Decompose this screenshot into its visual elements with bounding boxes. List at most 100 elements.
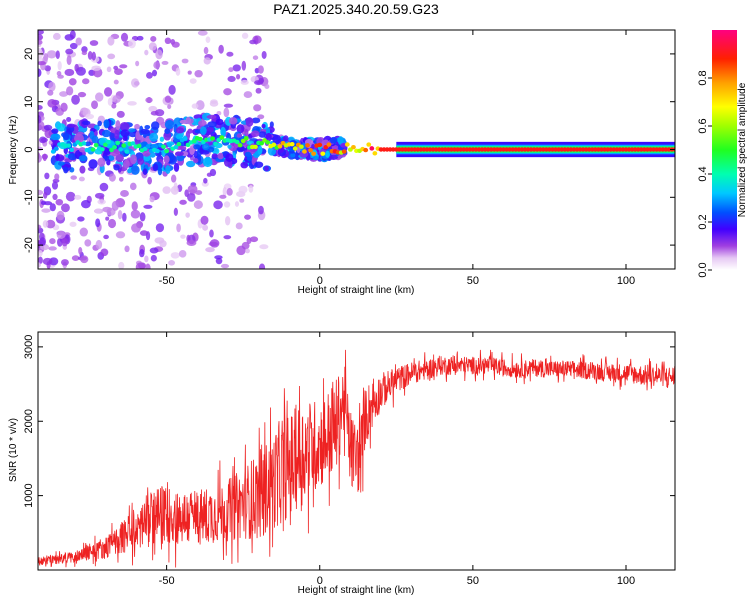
spectrogram-noise-blob [124, 245, 130, 253]
spectrogram-noise-blob [89, 40, 99, 46]
spectrogram-blob [200, 126, 207, 136]
spectrogram-noise-blob [107, 36, 115, 46]
spectrogram-noise-blob [139, 230, 149, 236]
colorbar-tick-label: 0.2 [697, 214, 709, 229]
spectrogram-blob [185, 116, 192, 125]
spectrogram-noise-blob [197, 30, 208, 36]
spectrogram-ridge-point [173, 144, 179, 150]
spectrogram-noise-blob [193, 200, 203, 209]
spectrogram-y-tick-label: 20 [23, 48, 35, 60]
spectrogram-noise-blob [228, 67, 234, 73]
spectrogram-noise-blob [127, 101, 137, 106]
spectrogram-blob [159, 136, 165, 142]
spectrogram-blob [119, 122, 130, 132]
spectrogram-ridge-point [366, 142, 372, 147]
spectrogram-blob [101, 129, 111, 138]
spectrogram-noise-blob [71, 94, 80, 105]
spectrogram-blob [113, 164, 120, 171]
spectrogram-x-tick-label: -50 [159, 275, 175, 287]
spectrogram-noise-blob [108, 218, 117, 229]
spectrogram-noise-blob [179, 199, 187, 205]
spectrogram-noise-blob [108, 173, 116, 182]
spectrogram-noise-blob [261, 50, 267, 59]
spectrogram-noise-blob [100, 248, 109, 257]
spectrogram-noise-blob [61, 237, 68, 247]
spectrogram-noise-blob [119, 64, 128, 69]
spectrogram-ridge-point [124, 149, 130, 154]
spectrogram-noise-blob [215, 257, 223, 265]
spectrogram-noise-blob [202, 224, 209, 231]
spectrogram-blob [312, 155, 319, 161]
spectrogram-noise-blob [118, 176, 124, 182]
spectrogram-noise-blob [43, 124, 53, 131]
spectrogram-noise-blob [130, 209, 141, 219]
spectrogram-noise-blob [49, 238, 56, 245]
snr-y-tick-label: 3000 [23, 335, 35, 359]
snr-x-tick-label: 100 [617, 575, 635, 587]
spectrogram-noise-blob [223, 201, 231, 208]
spectrogram-noise-blob [205, 36, 211, 43]
spectrogram-ridge-point [176, 141, 182, 147]
spectrogram-noise-blob [80, 199, 91, 209]
spectrogram-blob [137, 158, 144, 165]
spectrogram-y-label: Frequency (Hz) [8, 116, 19, 185]
spectrogram-noise-blob [185, 212, 190, 218]
spectrogram-noise-blob [111, 103, 117, 109]
spectrogram-blob [225, 153, 234, 162]
spectrogram-noise-blob [195, 190, 203, 195]
spectrogram-noise-blob [91, 51, 96, 61]
spectrogram-noise-blob [244, 214, 251, 220]
spectrogram-ridge-point [311, 151, 317, 156]
spectrogram-blob [50, 133, 61, 141]
spectrogram-noise-blob [55, 50, 60, 60]
spectrogram-noise-blob [116, 110, 125, 118]
spectrogram-ridge-point [323, 145, 329, 150]
spectrogram-noise-blob [162, 186, 171, 194]
spectrogram-noise-blob [103, 234, 109, 240]
spectrogram-noise-blob [170, 174, 177, 183]
spectrogram-ridge-point [216, 137, 222, 143]
spectrogram-noise-blob [84, 239, 92, 247]
spectrogram-blob [179, 119, 188, 124]
spectrogram-noise-blob [238, 185, 248, 194]
snr-marks [38, 349, 675, 568]
spectrogram-blob [130, 154, 137, 165]
spectrogram-noise-blob [45, 219, 56, 229]
spectrogram-noise-blob [187, 184, 198, 194]
spectrogram-noise-blob [222, 186, 227, 197]
spectrogram-noise-blob [56, 210, 65, 221]
spectrogram-noise-blob [95, 92, 104, 102]
spectrogram-noise-blob [243, 91, 253, 99]
spectrogram-noise-blob [38, 256, 43, 264]
spectrogram-noise-blob [143, 204, 153, 209]
spectrogram-y-tick-label: -20 [23, 237, 35, 253]
spectrogram-noise-blob [161, 60, 169, 65]
spectrogram-noise-blob [103, 87, 113, 97]
snr-y-ticks: 1000 2000 3000 [23, 335, 675, 508]
spectrogram-blob [127, 168, 132, 174]
spectrogram-ridge-point [161, 144, 166, 149]
spectrogram-blob [144, 125, 151, 130]
spectrogram-noise-blob [218, 44, 224, 54]
spectrogram-blob [150, 143, 159, 150]
spectrogram-ridge-point [259, 141, 264, 146]
spectrogram-ridge-point [265, 140, 271, 145]
spectrogram-noise-blob [180, 234, 186, 239]
spectrogram-ridge-point [253, 144, 258, 149]
colorbar-gradient [712, 30, 737, 270]
spectrogram-noise-blob [66, 55, 72, 66]
spectrogram-noise-blob [68, 78, 77, 86]
spectrogram-blob [236, 146, 247, 152]
spectrogram-blob [84, 141, 91, 147]
spectrogram-noise-blob [147, 176, 153, 185]
spectrogram-blob [258, 131, 267, 138]
spectrogram-noise-blob [139, 248, 145, 258]
spectrogram-blob [207, 121, 217, 128]
spectrogram-blob [254, 161, 264, 168]
snr-panel: -50 0 50 100 1000 2000 3000 Height of straigh… [8, 331, 676, 596]
spectrogram-x-tick-label: 50 [467, 275, 479, 287]
spectrogram-ridge-point [363, 147, 369, 153]
spectrogram-noise-blob [135, 262, 146, 269]
spectrogram-noise-blob [39, 237, 46, 247]
spectrogram-blob [56, 123, 66, 132]
